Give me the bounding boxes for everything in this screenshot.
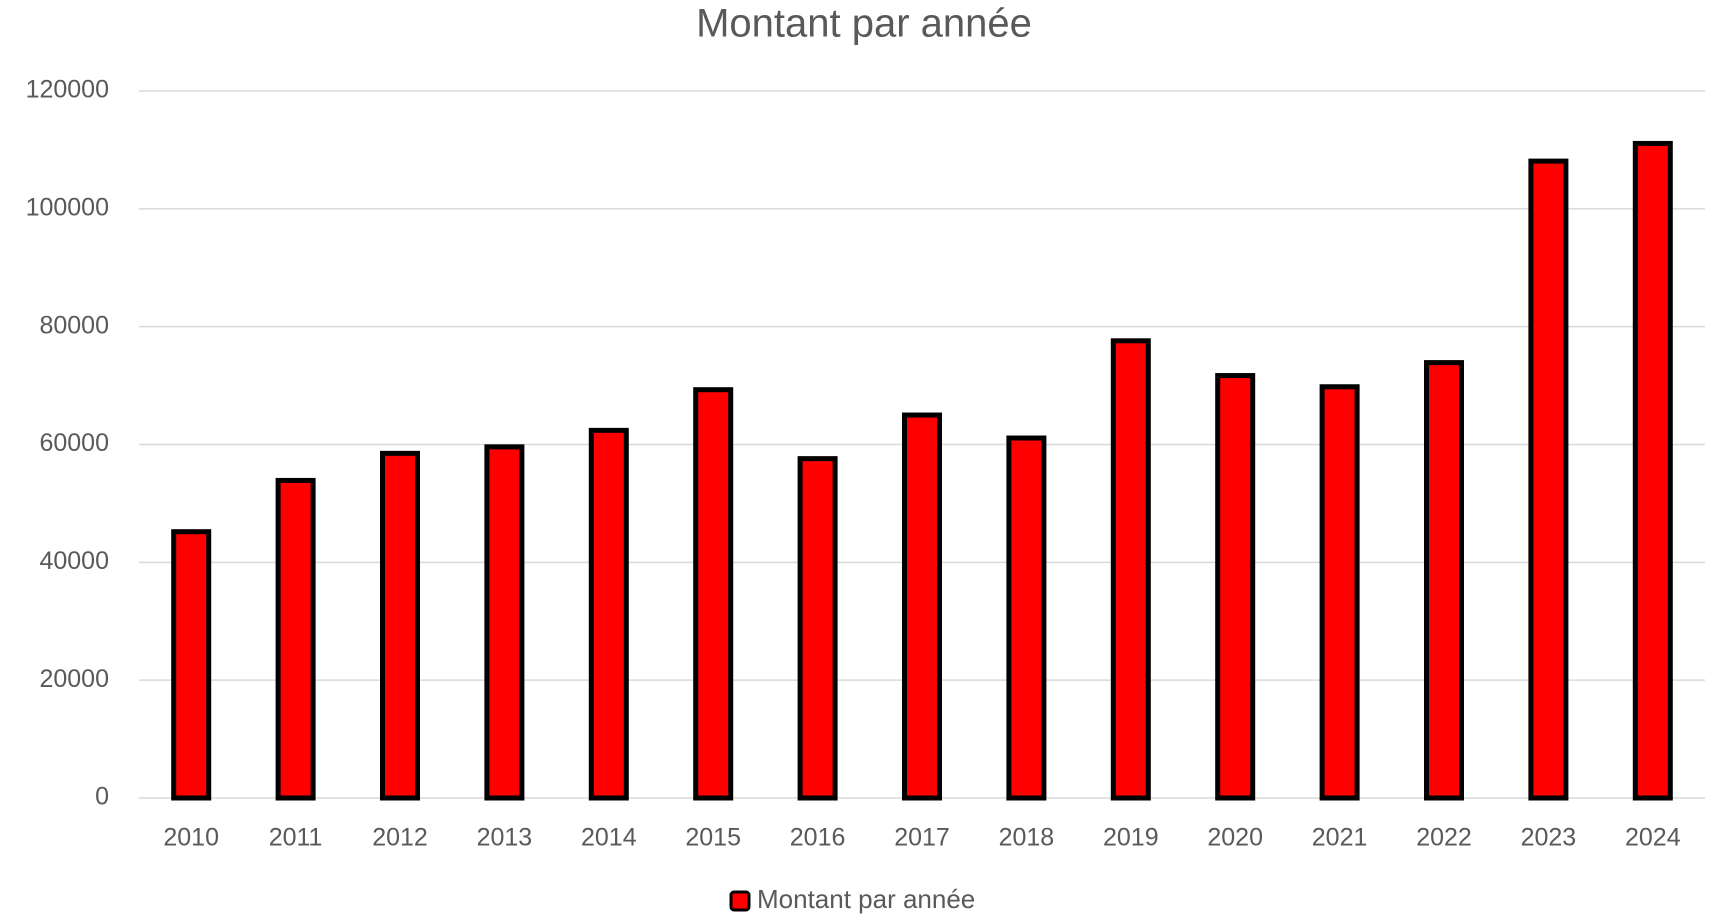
x-tick-label: 2014 xyxy=(581,824,637,852)
bar xyxy=(1528,158,1569,801)
y-tick-label: 120000 xyxy=(26,76,109,104)
bar xyxy=(693,387,734,801)
bar xyxy=(1424,360,1464,801)
x-tick-label: 2010 xyxy=(163,824,219,852)
x-tick-label: 2022 xyxy=(1416,824,1472,852)
bar xyxy=(1215,373,1256,801)
x-tick-label: 2013 xyxy=(477,824,533,852)
x-tick-label: 2012 xyxy=(372,824,428,852)
bar xyxy=(1632,140,1673,801)
y-tick-label: 60000 xyxy=(39,429,109,457)
legend-label: Montant par année xyxy=(757,884,975,914)
y-tick-label: 80000 xyxy=(39,311,109,339)
bar xyxy=(1006,435,1047,801)
x-tick-label: 2015 xyxy=(685,824,741,852)
y-tick-label: 100000 xyxy=(26,193,109,221)
x-tick-label: 2019 xyxy=(1103,824,1159,852)
x-tick-label: 2023 xyxy=(1521,824,1577,852)
y-tick-label: 0 xyxy=(95,783,109,811)
legend-swatch xyxy=(729,890,751,912)
bar xyxy=(797,456,838,801)
chart-title: Montant par année xyxy=(696,2,1032,46)
bar xyxy=(1110,338,1151,801)
bar xyxy=(484,444,525,801)
y-tick-label: 20000 xyxy=(39,665,109,693)
bar xyxy=(902,412,942,801)
bar xyxy=(588,427,629,801)
x-tick-label: 2017 xyxy=(894,824,950,852)
x-tick-label: 2018 xyxy=(999,824,1055,852)
x-tick-label: 2020 xyxy=(1207,824,1263,852)
x-tick-label: 2021 xyxy=(1312,824,1368,852)
x-tick-label: 2016 xyxy=(790,824,846,852)
x-tick-label: 2011 xyxy=(269,824,323,852)
bar xyxy=(275,477,316,801)
bar xyxy=(380,450,420,801)
bar xyxy=(1319,384,1360,801)
bar xyxy=(171,529,212,801)
x-tick-label: 2024 xyxy=(1625,824,1681,852)
y-tick-label: 40000 xyxy=(39,547,109,575)
